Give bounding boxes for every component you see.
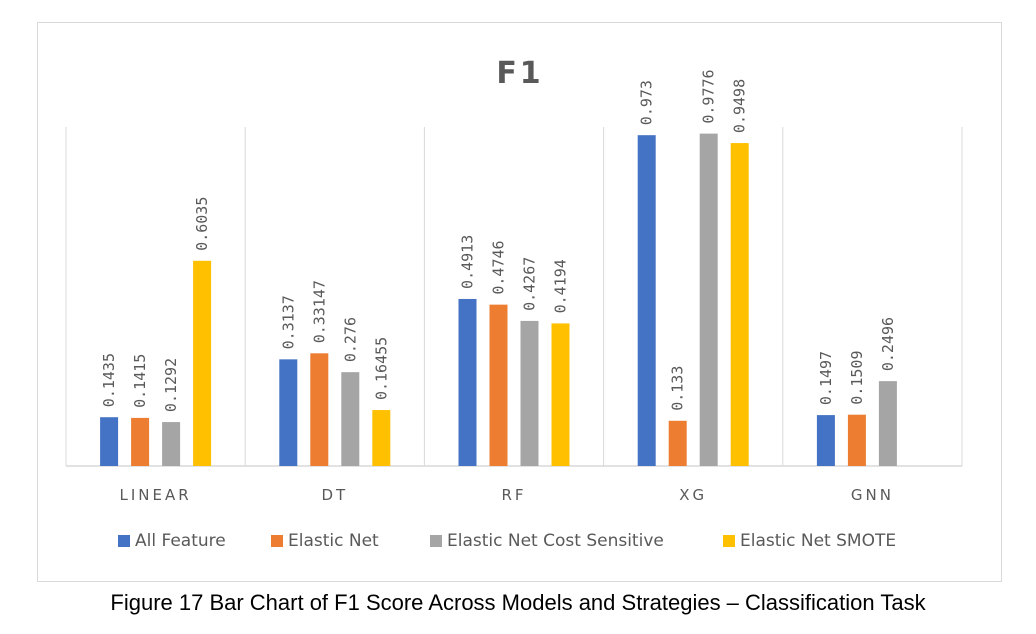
bar — [668, 420, 687, 466]
legend-swatch — [118, 535, 130, 547]
bar-chart: F1 0.1435 0.1415 0.1292 0.6035 LINEAR 0.3137 0.… — [65, 56, 963, 551]
data-label: 0.973 — [638, 80, 656, 125]
data-label: 0.4267 — [521, 257, 539, 311]
data-label: 0.3137 — [279, 295, 297, 349]
data-label: 0.9498 — [731, 79, 749, 133]
category-label: RF — [501, 486, 526, 504]
bar — [847, 414, 866, 466]
data-label: 0.276 — [341, 317, 359, 362]
chart-frame: F1 0.1435 0.1415 0.1292 0.6035 LINEAR 0.3137 0.… — [37, 22, 1002, 582]
category-label: DT — [321, 486, 348, 504]
data-label: 0.6035 — [193, 197, 211, 251]
bar — [100, 417, 119, 466]
legend-swatch — [430, 535, 442, 547]
bar — [310, 353, 329, 466]
data-label: 0.1509 — [848, 351, 866, 405]
data-label: 0.1497 — [817, 351, 835, 405]
data-label: 0.133 — [669, 366, 687, 411]
legend-swatch — [271, 535, 283, 547]
bar — [489, 304, 508, 466]
category-label: XG — [679, 486, 707, 504]
bar — [520, 320, 539, 466]
data-label: 0.9776 — [700, 69, 718, 123]
category-label: LINEAR — [120, 486, 192, 504]
data-label: 0.33147 — [310, 280, 328, 343]
chart-title: F1 — [496, 56, 543, 91]
bar — [162, 422, 181, 466]
bar — [372, 410, 391, 466]
bar — [551, 323, 570, 466]
data-label: 0.4194 — [552, 259, 570, 313]
bar — [131, 417, 150, 466]
bar — [193, 260, 212, 466]
bar — [878, 381, 897, 466]
bar — [458, 298, 477, 466]
bar — [341, 372, 360, 466]
bar — [279, 359, 298, 466]
data-label: 0.1292 — [162, 358, 180, 412]
bar — [699, 133, 718, 466]
data-label: 0.16455 — [372, 337, 390, 400]
data-label: 0.1415 — [131, 354, 149, 408]
bar — [816, 415, 835, 466]
legend-label: Elastic Net Cost Sensitive — [447, 531, 664, 551]
legend-label: Elastic Net SMOTE — [740, 531, 896, 551]
data-label: 0.2496 — [879, 317, 897, 371]
category-label: GNN — [851, 486, 894, 504]
data-label: 0.4746 — [490, 240, 508, 294]
legend-label: Elastic Net — [288, 531, 379, 551]
bar — [730, 143, 749, 466]
bar — [637, 135, 656, 466]
figure-caption: Figure 17 Bar Chart of F1 Score Across M… — [110, 590, 926, 615]
legend-label: All Feature — [135, 531, 226, 551]
legend-swatch — [723, 535, 735, 547]
data-label: 0.4913 — [459, 235, 477, 289]
data-label: 0.1435 — [100, 353, 118, 407]
